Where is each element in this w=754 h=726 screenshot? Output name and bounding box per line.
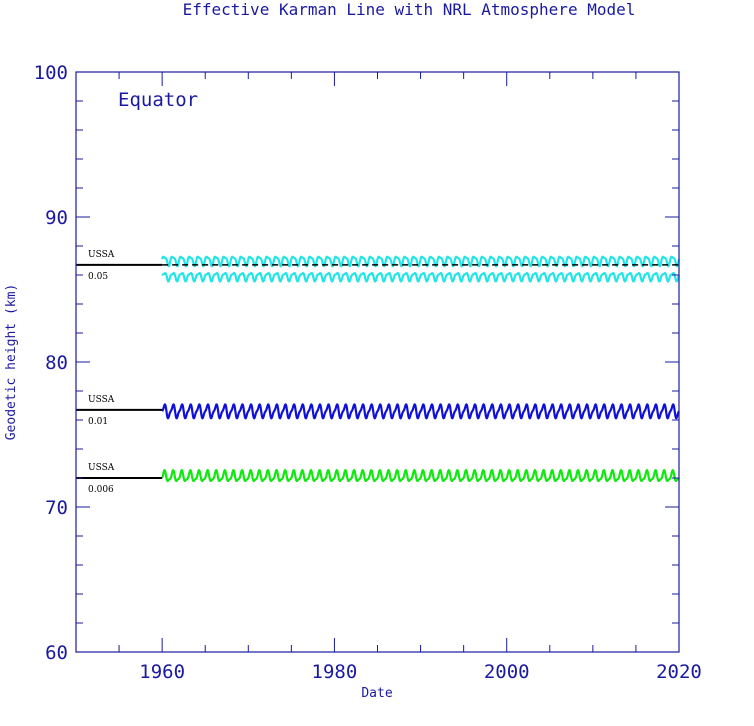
y-axis-label: Geodetic height (km) — [4, 284, 19, 441]
reference-lines: USSA 0.05 USSA 0.01 USSA 0.006 — [76, 250, 679, 495]
y-tick-label: 90 — [45, 207, 68, 229]
ticks: 60 70 80 90 100 1960 1980 2000 2020 — [34, 62, 702, 683]
x-axis-label: Date — [361, 686, 392, 701]
y-tick-label: 60 — [45, 642, 68, 664]
x-tick-label: 2000 — [484, 661, 530, 683]
series-line — [161, 271, 681, 283]
reference-label-top: USSA — [88, 395, 115, 405]
x-tick-label: 1960 — [139, 661, 185, 683]
reference-label-bottom: 0.01 — [88, 417, 108, 427]
series-line — [161, 255, 681, 268]
x-tick-label: 1980 — [312, 661, 358, 683]
reference-label-bottom: 0.006 — [88, 485, 114, 495]
y-tick-label: 70 — [45, 497, 68, 519]
reference-label-top: USSA — [88, 463, 115, 473]
reference-label-top: USSA — [88, 250, 115, 260]
chart-title: Effective Karman Line with NRL Atmospher… — [183, 0, 636, 19]
series-line — [161, 469, 680, 483]
reference-label-bottom: 0.05 — [88, 272, 108, 282]
y-tick-label: 80 — [45, 352, 68, 374]
x-tick-label: 2020 — [656, 661, 702, 683]
series-line — [161, 403, 680, 420]
region-annotation: Equator — [118, 89, 198, 111]
plot-frame — [75, 71, 680, 653]
y-tick-label: 100 — [34, 62, 68, 84]
series-layer — [161, 255, 681, 483]
